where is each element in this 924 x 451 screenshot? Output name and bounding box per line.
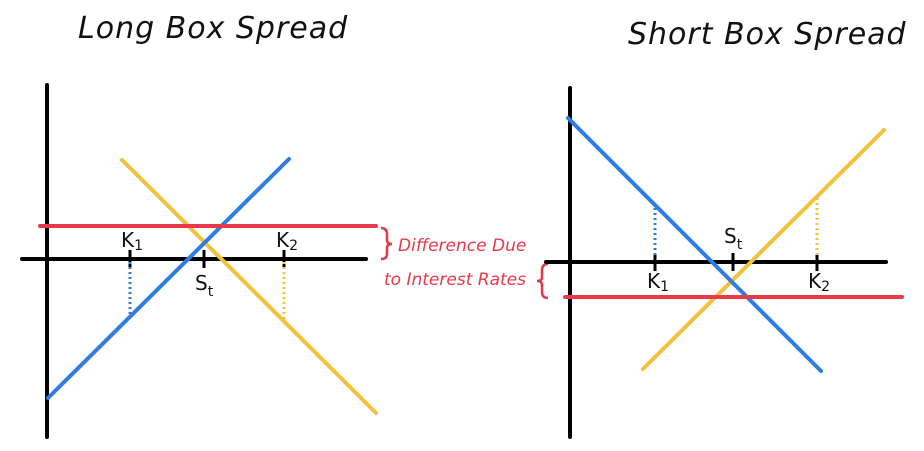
long-k2-label: K2: [276, 228, 298, 254]
short-blue-line: [566, 116, 823, 373]
long-st-label: St: [195, 271, 214, 300]
long-yellow-line: [120, 158, 378, 415]
annotation-line-2: to Interest Rates: [384, 270, 526, 290]
long-k1-label: K1: [121, 228, 143, 254]
short-k1-label: K1: [647, 269, 669, 295]
short-k2-label: K2: [808, 269, 830, 295]
long-blue-line: [46, 157, 291, 400]
short-yellow-line: [641, 128, 886, 371]
short-title: Short Box Spread: [628, 17, 907, 52]
annotation-line-1: Difference Due: [398, 236, 526, 256]
short-st-label: St: [724, 224, 743, 253]
lower-brace: [536, 262, 549, 300]
long-title: Long Box Spread: [78, 11, 348, 46]
upper-brace: [380, 226, 393, 261]
